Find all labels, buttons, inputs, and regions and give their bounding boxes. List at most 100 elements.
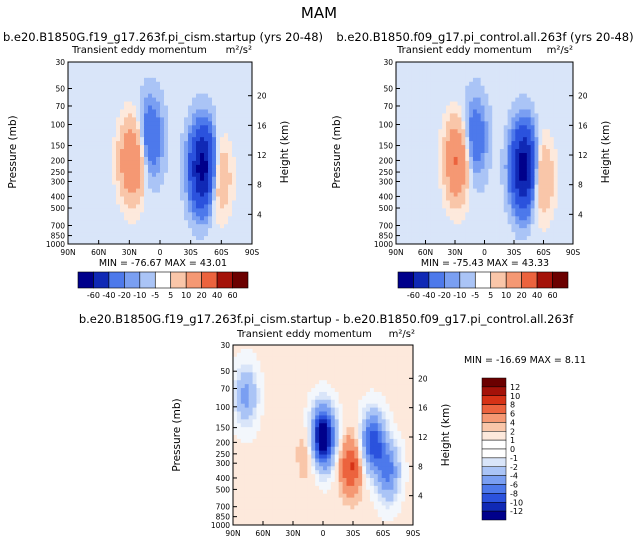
field-cell — [434, 240, 439, 245]
field-cell — [88, 105, 93, 110]
field-cell — [212, 109, 217, 114]
field-cell — [569, 129, 574, 134]
field-cell — [228, 216, 233, 221]
field-cell — [457, 85, 462, 91]
field-cell — [140, 168, 145, 174]
field-cell — [196, 149, 201, 154]
field-cell — [469, 73, 474, 79]
field-cell — [303, 364, 308, 369]
field-cell — [160, 65, 165, 71]
field-cell — [530, 184, 535, 190]
field-cell — [240, 212, 245, 217]
field-cell — [526, 160, 532, 166]
field-cell — [152, 141, 157, 146]
field-cell — [419, 224, 424, 229]
field-cell — [538, 129, 543, 134]
field-cell — [399, 81, 405, 87]
field-cell — [116, 73, 121, 79]
field-cell — [148, 117, 153, 122]
field-cell — [461, 145, 466, 150]
field-cell — [565, 113, 570, 118]
field-cell — [116, 62, 121, 67]
field-cell — [240, 62, 245, 67]
field-cell — [449, 192, 455, 197]
field-cell — [519, 137, 524, 142]
field-cell — [244, 77, 249, 83]
field-cell — [180, 85, 185, 91]
field-cell — [346, 345, 351, 350]
field-cell — [100, 133, 105, 138]
field-cell — [492, 65, 497, 71]
field-cell — [492, 125, 497, 130]
panel-subtitle-left: Transient eddy momentum — [236, 329, 372, 340]
field-cell — [465, 216, 470, 221]
field-cell — [200, 196, 205, 201]
field-cell — [176, 220, 181, 225]
field-cell — [542, 73, 547, 79]
field-cell — [228, 121, 233, 126]
field-cell — [407, 93, 412, 99]
field-cell — [76, 184, 81, 190]
field-cell — [488, 93, 493, 99]
field-cell — [144, 176, 149, 182]
field-cell — [96, 232, 101, 237]
field-cell — [108, 156, 113, 162]
field-cell — [172, 81, 177, 87]
field-cell — [244, 153, 249, 158]
field-cell — [472, 137, 478, 142]
field-cell — [385, 360, 390, 365]
field-cell — [530, 220, 535, 225]
field-cell — [168, 176, 173, 182]
field-cell — [438, 77, 443, 83]
field-cell — [422, 89, 428, 95]
field-cell — [461, 62, 466, 67]
field-cell — [168, 160, 173, 166]
field-cell — [144, 208, 149, 213]
field-cell — [438, 93, 443, 99]
field-cell — [136, 188, 141, 193]
field-cell — [220, 228, 225, 233]
field-cell — [422, 228, 428, 233]
field-cell — [256, 348, 261, 354]
field-cell — [507, 65, 512, 71]
field-cell — [72, 172, 77, 178]
field-cell — [112, 113, 117, 118]
field-cell — [546, 220, 551, 225]
field-cell — [565, 196, 570, 201]
field-cell — [362, 352, 367, 358]
field-cell — [366, 360, 371, 365]
field-cell — [472, 125, 478, 130]
field-cell — [204, 129, 209, 134]
field-cell — [248, 101, 253, 106]
field-cell — [120, 156, 125, 162]
field-cell — [446, 192, 451, 197]
field-cell — [519, 97, 524, 102]
field-cell — [116, 149, 121, 154]
field-cell — [184, 192, 189, 197]
field-cell — [461, 141, 466, 146]
field-cell — [496, 188, 501, 193]
field-cell — [232, 160, 237, 166]
field-cell — [492, 172, 497, 178]
field-cell — [342, 356, 347, 362]
field-cell — [561, 156, 566, 162]
field-cell — [396, 89, 401, 95]
field-cell — [507, 109, 512, 114]
field-cell — [92, 101, 97, 106]
field-cell — [488, 236, 493, 241]
field-cell — [480, 125, 485, 130]
field-cell — [176, 125, 181, 130]
figure-title: MAM — [301, 4, 337, 22]
field-cell — [260, 356, 265, 362]
field-cell — [164, 137, 169, 142]
field-cell — [542, 149, 547, 154]
field-cell — [172, 180, 177, 186]
field-cell — [100, 224, 105, 229]
field-cell — [148, 145, 153, 150]
field-cell — [530, 145, 535, 150]
field-cell — [453, 216, 458, 221]
field-cell — [399, 220, 405, 225]
field-cell — [184, 145, 189, 150]
field-cell — [248, 141, 253, 146]
field-cell — [534, 81, 539, 87]
